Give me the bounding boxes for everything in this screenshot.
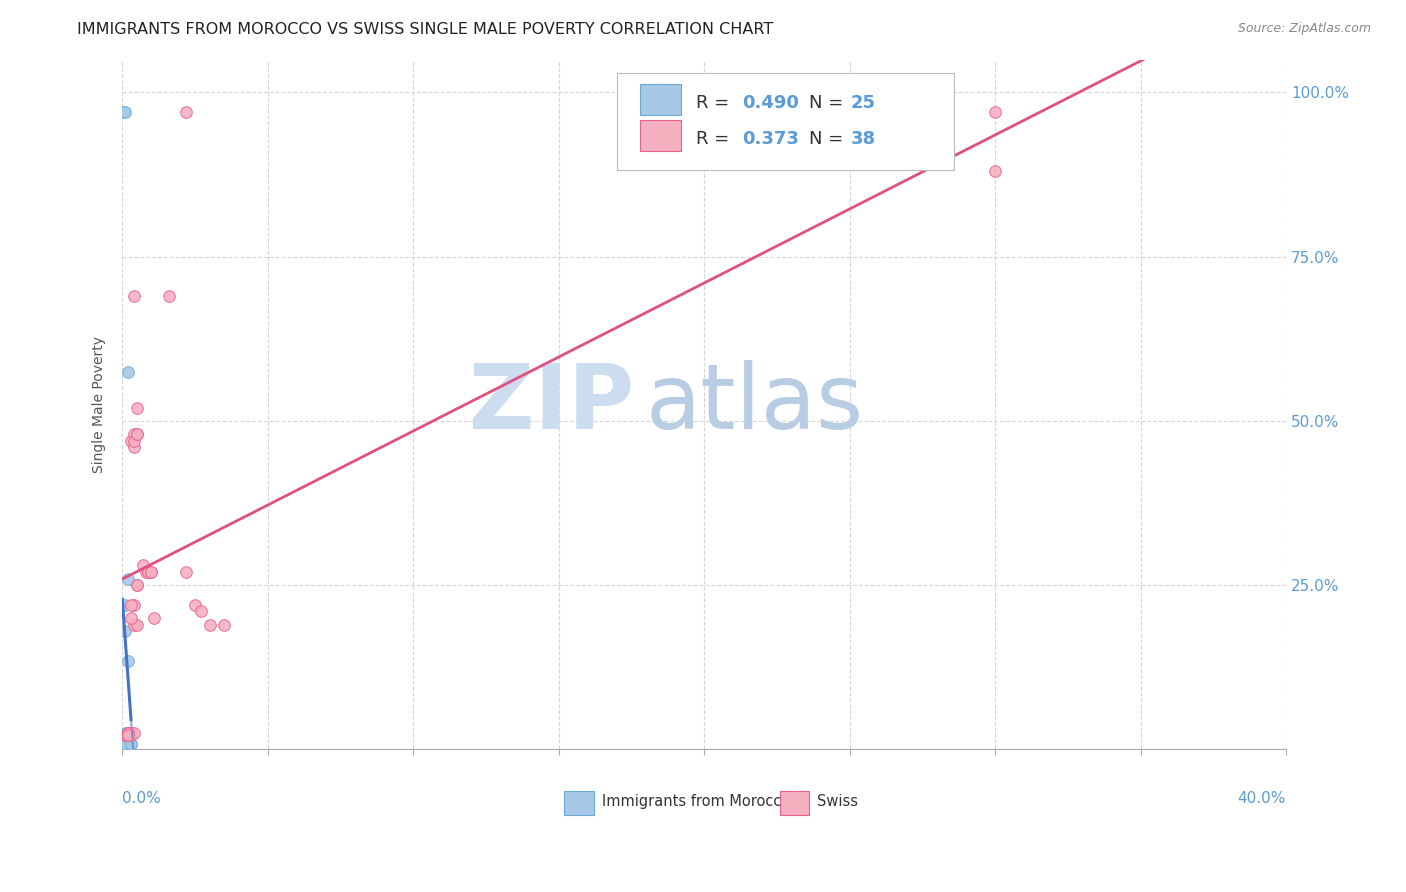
Point xyxy=(120,434,142,448)
Text: R =: R = xyxy=(696,94,735,112)
Point xyxy=(117,365,139,379)
Point xyxy=(114,737,136,751)
Point xyxy=(117,726,139,740)
Text: 0.373: 0.373 xyxy=(742,130,800,148)
Y-axis label: Single Male Poverty: Single Male Poverty xyxy=(93,336,107,473)
Point xyxy=(122,427,145,442)
Point xyxy=(157,289,180,303)
Point xyxy=(112,737,135,751)
Point xyxy=(114,105,136,120)
Point xyxy=(143,611,166,625)
Point xyxy=(117,654,139,668)
Text: ZIP: ZIP xyxy=(470,360,634,449)
Point xyxy=(112,729,135,743)
Point xyxy=(117,732,139,747)
Point xyxy=(212,617,235,632)
Point xyxy=(120,726,142,740)
Point xyxy=(125,401,148,415)
Point xyxy=(141,565,163,579)
Point xyxy=(114,732,136,747)
Text: 25: 25 xyxy=(851,94,876,112)
Point xyxy=(176,565,198,579)
Text: 40.0%: 40.0% xyxy=(1237,790,1286,805)
Point xyxy=(131,558,153,573)
Point xyxy=(117,572,139,586)
Point xyxy=(125,578,148,592)
Point xyxy=(122,726,145,740)
Point xyxy=(114,731,136,746)
FancyBboxPatch shape xyxy=(617,73,955,170)
Text: 0.0%: 0.0% xyxy=(122,790,162,805)
Point xyxy=(125,578,148,592)
Point xyxy=(114,731,136,746)
Point xyxy=(114,731,136,745)
Point xyxy=(114,729,136,743)
Point xyxy=(125,427,148,442)
Text: Source: ZipAtlas.com: Source: ZipAtlas.com xyxy=(1237,22,1371,36)
Point xyxy=(117,726,139,740)
Text: N =: N = xyxy=(808,94,849,112)
Point xyxy=(114,728,136,742)
Point xyxy=(120,728,142,742)
Text: 0.490: 0.490 xyxy=(742,94,800,112)
FancyBboxPatch shape xyxy=(564,790,593,814)
Point xyxy=(122,289,145,303)
Point xyxy=(120,598,142,612)
Point xyxy=(122,617,145,632)
Text: N =: N = xyxy=(808,130,849,148)
Point xyxy=(117,728,139,742)
Text: IMMIGRANTS FROM MOROCCO VS SWISS SINGLE MALE POVERTY CORRELATION CHART: IMMIGRANTS FROM MOROCCO VS SWISS SINGLE … xyxy=(77,22,773,37)
Point xyxy=(141,565,163,579)
Text: R =: R = xyxy=(696,130,735,148)
Point xyxy=(984,164,1007,178)
Point xyxy=(176,105,198,120)
Point xyxy=(117,727,139,741)
Point xyxy=(135,565,157,579)
Text: Immigrants from Morocco: Immigrants from Morocco xyxy=(602,794,790,808)
Point xyxy=(138,565,160,579)
FancyBboxPatch shape xyxy=(780,790,808,814)
Point xyxy=(122,440,145,454)
FancyBboxPatch shape xyxy=(640,120,681,152)
Point xyxy=(125,617,148,632)
Point xyxy=(114,729,136,743)
Point xyxy=(120,737,142,751)
Point xyxy=(112,105,135,120)
Point xyxy=(122,434,145,448)
Point xyxy=(117,726,139,740)
Point xyxy=(115,728,138,742)
Point xyxy=(114,726,136,740)
Text: Swiss: Swiss xyxy=(817,794,858,808)
Text: 38: 38 xyxy=(851,130,876,148)
Text: atlas: atlas xyxy=(645,360,865,449)
Point xyxy=(114,731,136,746)
Point xyxy=(118,726,141,740)
FancyBboxPatch shape xyxy=(640,85,681,115)
Point xyxy=(122,598,145,612)
Point xyxy=(120,611,142,625)
Point xyxy=(190,604,212,618)
Point xyxy=(120,737,142,751)
Point xyxy=(114,598,136,612)
Point xyxy=(198,617,221,632)
Point xyxy=(125,427,148,442)
Point xyxy=(114,624,136,638)
Point xyxy=(984,105,1007,120)
Point xyxy=(114,728,136,742)
Point xyxy=(184,598,207,612)
